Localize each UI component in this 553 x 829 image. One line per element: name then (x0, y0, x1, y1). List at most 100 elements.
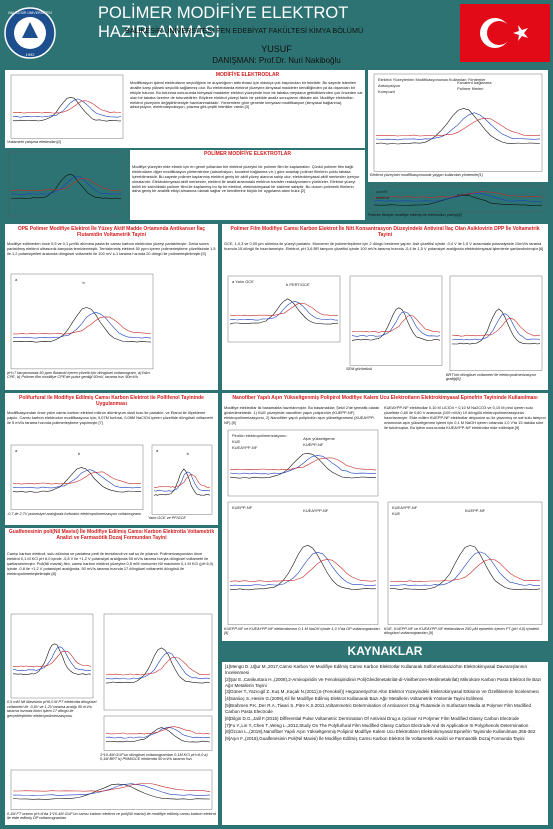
figure-art (12, 467, 142, 493)
figure-art (229, 303, 339, 317)
figure-art (373, 192, 543, 203)
figure-label: polimer (457, 192, 471, 197)
figure-art (227, 275, 341, 343)
figure-art (229, 455, 377, 475)
figure-caption: Elektrot yüzeyinin modifikasyonunda yayg… (370, 173, 483, 178)
section-text: Modifiye elektrotlar iki basamakta hazır… (224, 406, 382, 426)
figure-art (10, 444, 144, 510)
figure-art (153, 471, 211, 492)
figure-art (12, 471, 142, 485)
reference: [8]Özcan L.,(2019),Nanofiber Yapılı Aşır… (225, 729, 536, 735)
figure: a Yalın GCE b PERT/GCE (227, 275, 341, 343)
figure-art (389, 559, 541, 583)
figure-art (151, 444, 213, 515)
figure-art (12, 98, 122, 118)
section-title: Polifurfural ile Modifiye Edilmiş Camsı … (19, 395, 204, 407)
flag (460, 4, 550, 62)
figure-art (105, 657, 211, 676)
figure-art (10, 175, 122, 196)
paragraph: KUEAYPP-NF elektrodlar 0,10 M LiClO4 + 0… (384, 406, 546, 430)
reference: [1]Mengü D.,Uğur M.,2017,Camsı Karbon Ve… (225, 664, 527, 675)
figure-caption: -0,7 ile 2,7V potansiyel aralığında furf… (7, 511, 142, 516)
figure-art (451, 308, 541, 345)
reference: [4]Saniioç S.,Hesim G.(2009),Kil İle Mod… (225, 696, 484, 702)
figure-label: b PERT/GCE (286, 282, 310, 287)
figure-art (375, 117, 541, 137)
figure: ab (151, 444, 213, 515)
figure-art (375, 112, 541, 141)
figure-art (349, 275, 443, 366)
figure-art (227, 429, 379, 497)
figure-art (229, 559, 377, 582)
figure-art (13, 783, 211, 792)
section-text: KUEAYPP-NF elektrodlar 0,10 M LiClO4 + 0… (384, 406, 546, 498)
figure-label: Aşırı yükseltgeme (303, 436, 336, 441)
figure-label: Polimer filmleri (457, 86, 483, 91)
figure-caption: 0,5 mM Nil Mavisinin pH6,0 M PT elektrot… (7, 700, 97, 718)
figure-art (373, 73, 543, 172)
figure-caption: pH=7 tamponunda 50 ppm flutamid içeren ç… (7, 370, 150, 380)
section-text: Modifiye edilmeden önce 0,5 ve 0,1 µm'li… (7, 242, 216, 270)
paragraph: Camsı karbon elektrot, sulu alümina ve p… (7, 552, 214, 576)
figure-art (229, 452, 376, 479)
reference: [2]Şar E.,Canikurtara H.,(2008),2-Aminop… (225, 676, 542, 688)
figure-label: b (78, 451, 81, 456)
paragraph: Modifiye edilmeden önce 0,5 ve 0,1 µm'li… (7, 242, 216, 256)
figure-label: a Yalın GCE (232, 279, 254, 284)
figure-art (103, 613, 213, 711)
reference: [3]Güner T.,Yazıcıgil Z.,Kuş M.,Kaçak N.… (225, 689, 539, 695)
figure-art (103, 715, 213, 751)
logo-text: BALIKESİR ÜNİVERSİTESİ (8, 10, 51, 15)
figure-art (351, 311, 441, 337)
panel (368, 70, 548, 182)
figure-art (12, 646, 92, 672)
figure (103, 715, 213, 751)
figure-art (153, 468, 211, 496)
section-title: Gualfenesinin poli(Nil Mavisi) İle Modif… (8, 529, 215, 541)
figure-art (375, 108, 541, 145)
figure-label: a (15, 448, 18, 453)
reference: [7]Fu Y.,Lin Y.,Chen T.,Weng L.,2012,Stu… (225, 722, 529, 728)
figure-art (390, 545, 541, 591)
paragraph: GCE, 1,0,3 ve 0,05 µm alümina ile yüzeyi… (224, 242, 544, 251)
figure-label: KUEPP-NF (465, 508, 486, 513)
section-title: Polimer Film Modifiye Camsı Karbon Elekt… (230, 226, 540, 238)
figure-art (229, 551, 377, 586)
figure: Pirolün elektropolimerizasyonu Aşırı yüks… (227, 429, 379, 497)
figure (10, 769, 213, 810)
figure-label: b (83, 280, 86, 285)
figure-art (229, 457, 377, 471)
figure-caption: 1*10-4M GUF'un döngüsel voltamogramları … (100, 752, 208, 762)
figure-art (12, 307, 152, 343)
figure-art (229, 298, 339, 325)
figure-art (389, 551, 541, 587)
logo-year: 1992 (26, 52, 36, 57)
figure-caption: Polimer filmiyle modifiye edilmiş bir el… (368, 213, 462, 218)
figure-art (373, 191, 543, 198)
figure-caption: 0,1M FT ortamı pH=6'da 1*10-4M GUF'un ca… (7, 811, 216, 821)
figure-caption: Voltametri çalışma elektrotları[1] (7, 140, 62, 145)
figure-art (12, 311, 152, 339)
figure-art (8, 151, 124, 217)
panel (222, 393, 548, 641)
figure-art (387, 501, 543, 625)
figure (10, 613, 94, 699)
panel (5, 393, 218, 525)
section-text: Modifikasyondan önce yalın camsı karbon … (7, 411, 216, 441)
university: BALIKESİR ÜNİVERSİTESİ FEN EDEBİYAT FAKÜ… (125, 26, 364, 35)
figure-art (229, 300, 339, 321)
figure-caption: SEM görüntüsü (346, 367, 373, 372)
figure: çözelti polimer elektrot (371, 185, 545, 212)
figure-art (10, 769, 213, 810)
figure-label: KUEPP-NF (232, 505, 253, 510)
figure-label: Kompozit (378, 89, 396, 94)
references: [1]Mengü D.,Uğur M.,2017,Camsı Karbon Ve… (222, 662, 548, 825)
figure (349, 275, 443, 366)
figure-label: KUEPP-NF (303, 442, 324, 447)
figure-caption: KUEPP-NF ve KUEAYPP-NF elektrotlarının 0… (224, 626, 381, 636)
figure-art (12, 97, 122, 122)
figure-art (449, 275, 543, 371)
figure: Elektrot Yüzeylerinin Modifikasyonunda K… (373, 73, 543, 172)
figure-art (12, 469, 142, 489)
